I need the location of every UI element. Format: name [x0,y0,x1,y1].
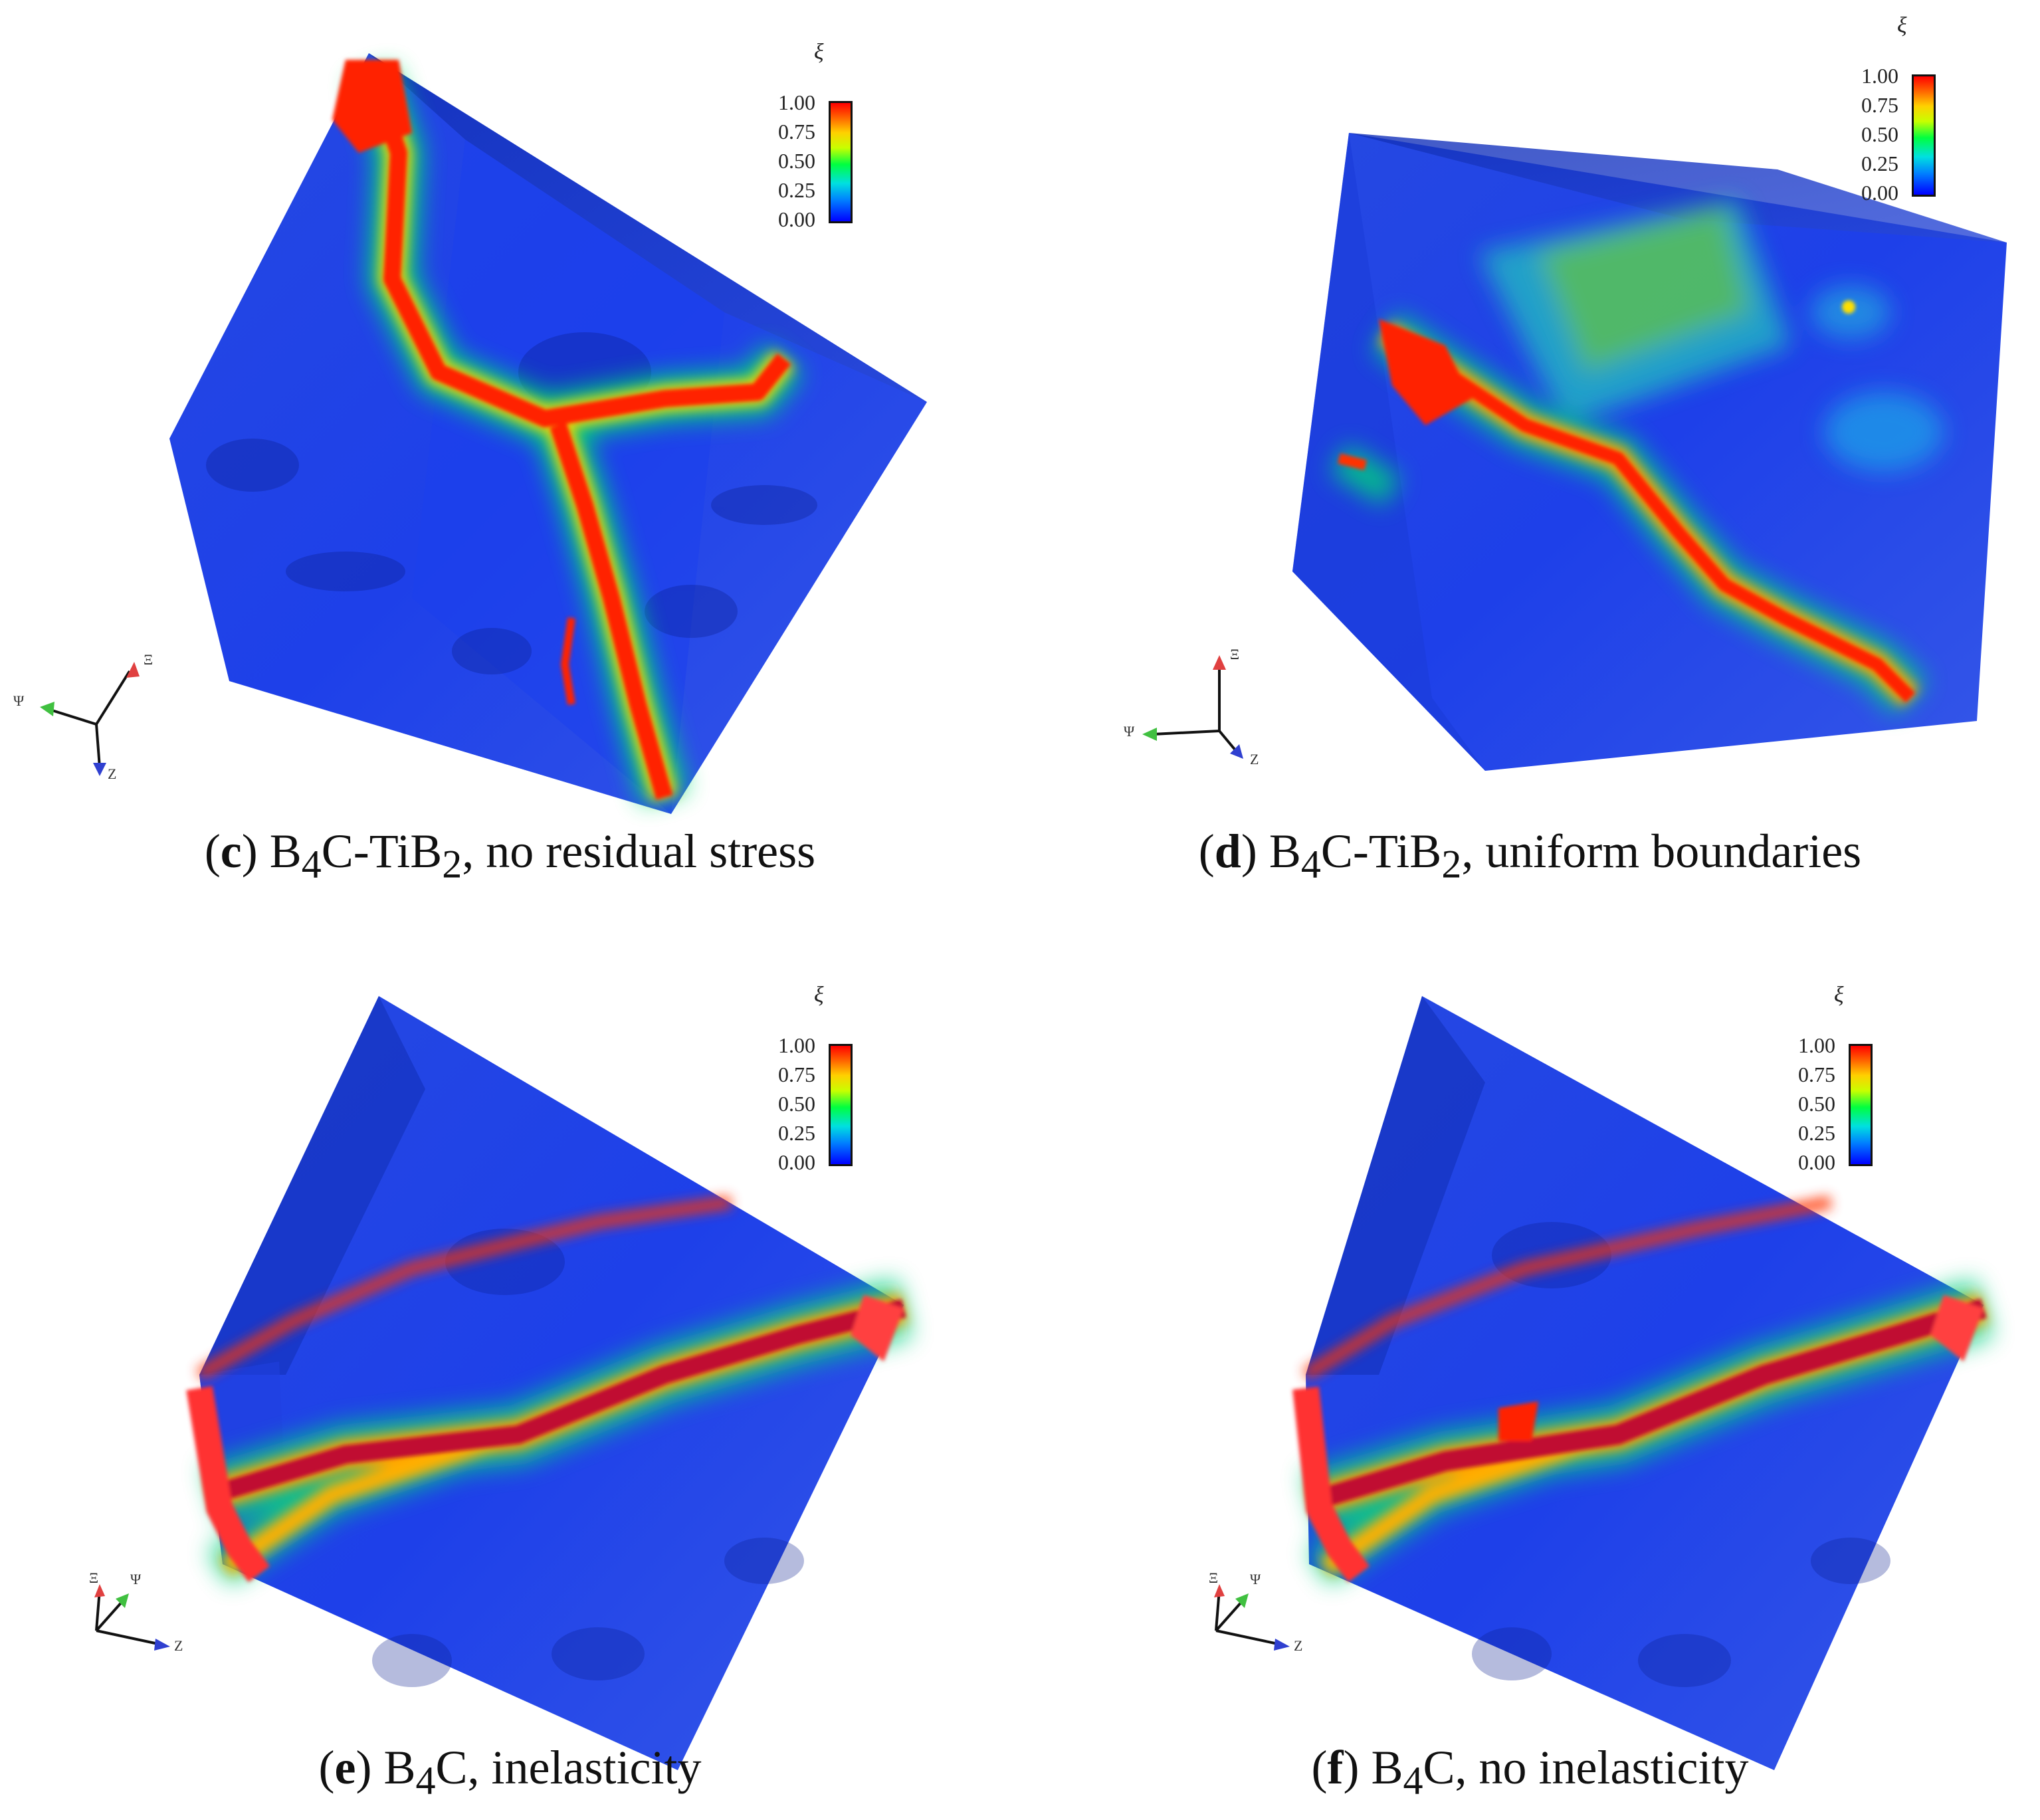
colorbar-tick: 0.50 [778,149,815,173]
crack-upper [196,1195,732,1381]
colorbar-tick: 0.50 [1798,1092,1835,1116]
crack-core [186,1295,906,1582]
axis-triad: Ψ Ξ Z [13,638,213,811]
panel-caption: (e) B4C, inelasticity [318,1741,702,1803]
colorbar-tick: 0.25 [1861,152,1898,175]
grain-shadows [372,1229,804,1687]
cube-face-front [1306,996,1984,1770]
axis-label: Z [174,1637,183,1654]
cube-render [1292,996,1993,1770]
axis-label: Ξ [1230,646,1240,662]
crack-core [1292,1295,1987,1582]
axis-triad: Ξ Ψ Z [73,1558,272,1730]
cube-render [169,53,927,814]
colorbar-tick: 0.50 [778,1092,815,1116]
axis-label: Ξ [144,651,153,668]
axis-label: Ξ [1209,1569,1219,1586]
panel-e: ξ 1.00 0.75 0.50 0.25 0.00 Ξ Ψ Z (e) B4C… [0,910,1020,1819]
colorbar-tick: 0.25 [778,1121,815,1145]
colorbar-gradient [1912,74,1936,197]
crack-core [332,60,791,800]
axis-label: Ψ [13,692,25,709]
colorbar-tick: 0.00 [778,1150,815,1174]
colorbar: ξ 1.00 0.75 0.50 0.25 0.00 [1797,13,1970,205]
colorbar-gradient [1849,1044,1873,1166]
axis-label: Z [1294,1637,1303,1654]
panel-c: ξ 1.00 0.75 0.50 0.25 0.00 Ψ Ξ Z (c) B4C… [0,0,1020,910]
axis-triad: Ξ Ψ Z [1193,1558,1392,1730]
panel-caption: (c) B4C-TiB2, no residual stress [204,825,816,886]
colorbar-tick: 0.00 [1861,181,1898,205]
colorbar-title: ξ [1897,13,1907,38]
axis-label: Z [108,765,117,782]
colorbar-tick: 1.00 [778,90,815,114]
colorbar-tick: 0.00 [778,207,815,231]
panel-d: ξ 1.00 0.75 0.50 0.25 0.00 Ψ Ξ Z (d) B4C… [1020,0,2040,910]
colorbar-tick: 0.25 [1798,1121,1835,1145]
axis-triad: Ψ Ξ Z [1113,631,1312,804]
cube-face-top [1306,996,1485,1375]
colorbar-tick: 1.00 [1798,1033,1835,1057]
colorbar-tick: 0.50 [1861,122,1898,146]
crack-core [1338,319,1916,703]
colorbar-tick: 0.25 [778,178,815,202]
colorbar-title: ξ [1834,983,1844,1007]
colorbar: ξ 1.00 0.75 0.50 0.25 0.00 [714,983,887,1174]
panel-caption: (d) B4C-TiB2, uniform boundaries [1198,825,1862,886]
colorbar-tick: 0.75 [778,120,815,144]
colorbar-tick: 0.00 [1798,1150,1835,1174]
colorbar-title: ξ [814,983,824,1007]
cube-face-top [199,996,425,1375]
colorbar-title: ξ [814,40,824,64]
colorbar-tick: 0.75 [1861,93,1898,117]
axis-label: Ψ [1124,723,1135,740]
colorbar-tick: 1.00 [778,1033,815,1057]
cube-face-top [1349,133,2007,243]
panel-caption: (f) B4C, no inelasticity [1311,1741,1749,1803]
crack-upper [1302,1195,1832,1381]
colorbar: ξ 1.00 0.75 0.50 0.25 0.00 [1734,983,1907,1174]
axis-label: Ψ [1250,1571,1261,1587]
cube-render [1292,133,2007,771]
stress-region [1479,199,1944,472]
colorbar-tick: 1.00 [1861,64,1898,88]
colorbar-gradient [829,1044,853,1166]
panel-f: ξ 1.00 0.75 0.50 0.25 0.00 Ξ Ψ Z (f) B4C… [1020,910,2040,1819]
colorbar-tick: 0.75 [1798,1062,1835,1086]
cube-face-top [369,53,927,402]
axis-label: Z [1250,751,1259,767]
colorbar-tick: 0.75 [778,1062,815,1086]
colorbar: ξ 1.00 0.75 0.50 0.25 0.00 [714,40,887,231]
colorbar-gradient [829,101,853,223]
axis-label: Ψ [130,1571,142,1587]
cube-render [186,996,911,1770]
axis-label: Ξ [89,1569,99,1586]
cube-face-side [1292,133,1485,771]
